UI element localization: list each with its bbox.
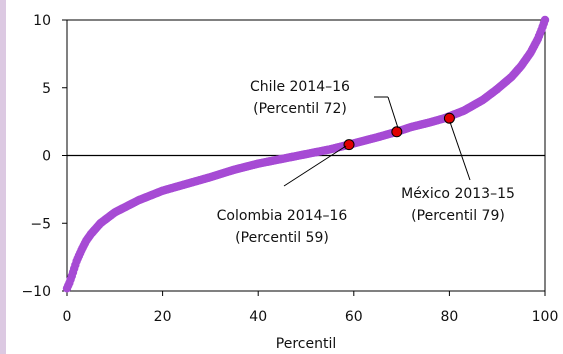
highlighted-point — [443, 112, 455, 124]
annotation-colombia-leader — [283, 145, 347, 187]
x-tick-label: 0 — [63, 309, 72, 325]
left-accent-bar — [0, 0, 6, 354]
annotation-colombia-line2: (Percentil 59) — [235, 230, 329, 246]
annotations: Chile 2014–16 (Percentil 72) Colombia 20… — [217, 79, 515, 246]
highlighted-points — [343, 112, 455, 151]
x-tick-label: 80 — [440, 309, 458, 325]
highlighted-point — [343, 139, 355, 151]
x-tick-label: 60 — [345, 309, 363, 325]
annotation-chile-line2: (Percentil 72) — [253, 101, 347, 117]
y-tick-label: −5 — [30, 216, 51, 232]
annotation-chile-leader-2 — [387, 96, 399, 129]
annotation-mexico-leader — [449, 121, 471, 181]
x-tick-label: 100 — [532, 309, 559, 325]
y-tick-label: 0 — [42, 149, 51, 165]
distribution-curve — [62, 15, 550, 293]
highlighted-point — [391, 126, 403, 138]
y-tick-label: −10 — [21, 284, 51, 300]
x-axis-title: Percentil — [276, 336, 336, 352]
annotation-mexico-line2: (Percentil 79) — [411, 208, 505, 224]
x-axis-ticks: 0 20 40 60 80 100 — [63, 291, 559, 325]
y-tick-label: 5 — [42, 81, 51, 97]
curve-point — [540, 15, 550, 25]
y-tick-label: 10 — [33, 13, 51, 29]
annotation-chile-line1: Chile 2014–16 — [250, 79, 350, 95]
x-tick-label: 20 — [154, 309, 172, 325]
y-axis-ticks: 10 5 0 −5 −10 — [21, 13, 67, 300]
annotation-mexico-line1: México 2013–15 — [401, 186, 515, 202]
annotation-colombia-line1: Colombia 2014–16 — [217, 208, 348, 224]
x-tick-label: 40 — [249, 309, 267, 325]
